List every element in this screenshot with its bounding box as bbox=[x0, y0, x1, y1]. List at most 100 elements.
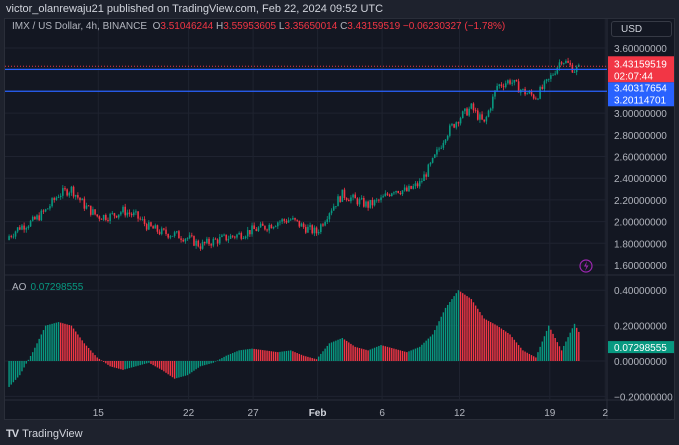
candle-body bbox=[453, 124, 455, 128]
ao-bar bbox=[27, 359, 30, 361]
ao-bar bbox=[408, 351, 410, 361]
ao-bar bbox=[287, 350, 290, 361]
ao-bar bbox=[339, 338, 341, 361]
ao-bar bbox=[57, 322, 60, 361]
ao-bar bbox=[569, 332, 571, 361]
ao-bar bbox=[137, 361, 139, 366]
candle-body bbox=[175, 231, 178, 233]
ao-bar bbox=[210, 361, 212, 364]
ao-bar bbox=[204, 361, 206, 366]
candle-body bbox=[556, 67, 559, 74]
ao-bar bbox=[414, 348, 417, 361]
ao-bar bbox=[507, 332, 509, 361]
candle-body bbox=[152, 226, 154, 229]
ao-bar bbox=[423, 342, 425, 361]
candle-body bbox=[107, 219, 109, 221]
ao-bar bbox=[253, 348, 255, 361]
ao-bar bbox=[401, 350, 404, 361]
candle-body bbox=[562, 63, 565, 64]
ao-bar bbox=[317, 356, 320, 361]
candle-body bbox=[19, 227, 21, 230]
ao-bar bbox=[283, 351, 285, 361]
candle-body bbox=[197, 240, 200, 247]
candle-body bbox=[401, 190, 404, 195]
candle-body bbox=[188, 235, 191, 238]
ao-bar bbox=[573, 323, 576, 361]
candle-body bbox=[337, 196, 339, 207]
ao-bar bbox=[178, 361, 180, 378]
candle-body bbox=[126, 212, 129, 216]
candle-body bbox=[517, 81, 520, 93]
ao-bar bbox=[470, 299, 473, 361]
ao-bar bbox=[300, 354, 303, 361]
candle-body bbox=[59, 195, 62, 198]
ao-bar bbox=[571, 328, 574, 361]
ao-bar bbox=[107, 361, 109, 365]
ao-bar bbox=[532, 356, 535, 361]
candle-body bbox=[154, 225, 157, 229]
publisher-line: victor_olanrewaju21 published on Trading… bbox=[6, 3, 384, 15]
ao-bar bbox=[154, 361, 156, 367]
ao-bar bbox=[270, 351, 273, 361]
candle-body bbox=[474, 110, 477, 112]
price-tick-label: 1.60000000 bbox=[614, 261, 667, 272]
candle-body bbox=[182, 239, 185, 242]
candle-body bbox=[399, 192, 402, 195]
candle-body bbox=[244, 236, 247, 239]
candle-body bbox=[371, 200, 374, 206]
ao-bar bbox=[165, 361, 167, 373]
open-label: O bbox=[152, 21, 161, 32]
ao-bar bbox=[62, 323, 64, 361]
ao-bar bbox=[92, 352, 94, 361]
candle-body bbox=[535, 98, 537, 100]
ao-bar bbox=[451, 299, 453, 361]
candle-body bbox=[156, 225, 159, 232]
candle-body bbox=[27, 226, 30, 229]
currency-button[interactable]: USD bbox=[611, 21, 672, 37]
ao-bar bbox=[238, 350, 240, 361]
candle-body bbox=[345, 198, 348, 201]
ao-bar bbox=[298, 353, 301, 361]
candle-body bbox=[565, 60, 567, 64]
ao-bar bbox=[75, 331, 77, 361]
ao-bar bbox=[341, 337, 344, 361]
candle-body bbox=[259, 223, 262, 228]
candle-body bbox=[343, 189, 346, 199]
ao-bar bbox=[72, 328, 75, 361]
candle-body bbox=[169, 236, 172, 238]
candle-body bbox=[10, 236, 13, 237]
candle-body bbox=[573, 72, 576, 73]
ao-bar bbox=[197, 361, 199, 368]
candle-body bbox=[238, 233, 240, 235]
candle-body bbox=[412, 186, 415, 189]
ao-bar bbox=[169, 361, 172, 376]
ao-bar bbox=[442, 312, 445, 361]
ao-bar bbox=[436, 325, 438, 361]
ao-bar bbox=[517, 345, 520, 361]
ao-bar bbox=[225, 355, 227, 361]
ao-bar bbox=[348, 342, 350, 361]
ao-bar bbox=[393, 348, 395, 361]
candle-body bbox=[302, 223, 305, 228]
ao-bar bbox=[244, 349, 247, 361]
candle-body bbox=[203, 241, 206, 244]
ao-bar bbox=[264, 350, 266, 361]
ao-bar bbox=[343, 339, 346, 361]
ao-bar bbox=[455, 293, 457, 361]
candle-body bbox=[326, 219, 329, 222]
ao-bar bbox=[240, 350, 242, 361]
candle-body bbox=[38, 215, 40, 221]
candle-body bbox=[44, 209, 47, 212]
candle-body bbox=[186, 237, 189, 239]
candle-body bbox=[128, 212, 131, 214]
ao-bar bbox=[292, 351, 294, 361]
candle-body bbox=[476, 110, 479, 120]
candle-body bbox=[354, 194, 357, 199]
candle-body bbox=[31, 216, 34, 221]
ao-bar bbox=[565, 341, 567, 361]
ao-bar bbox=[524, 351, 526, 361]
ao-bar bbox=[462, 293, 464, 361]
ao-bar bbox=[526, 352, 528, 361]
ao-bar bbox=[363, 349, 365, 361]
